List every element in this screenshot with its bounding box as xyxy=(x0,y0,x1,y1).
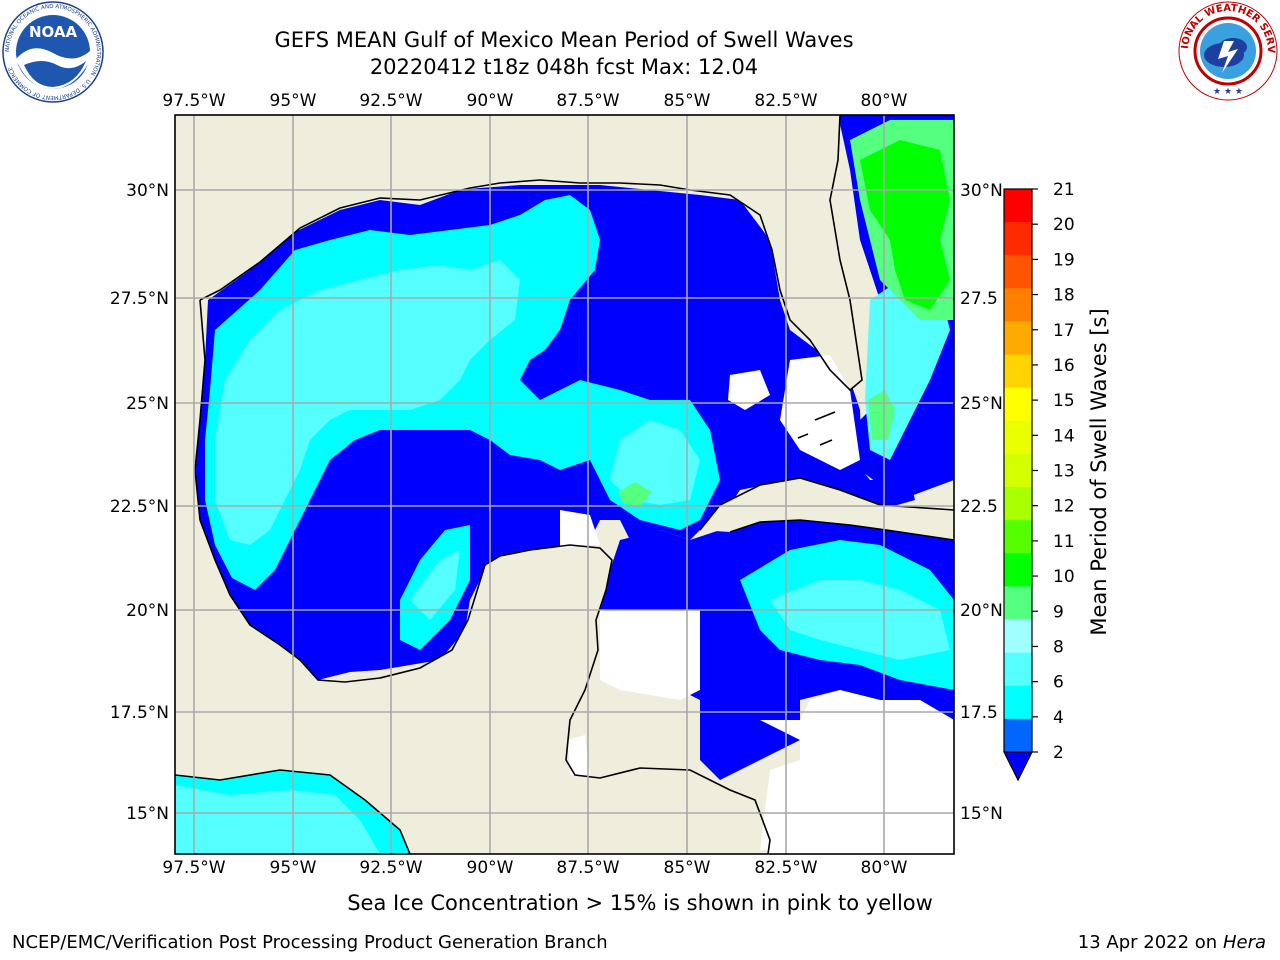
colorbar: 21 20 19 18 17 16 15 14 13 12 11 10 9 8 6 4 2 xyxy=(1003,180,1075,782)
colorbar-tick-label: 6 xyxy=(1053,673,1064,693)
footer-host: Hera xyxy=(1222,932,1266,953)
colorbar-segment xyxy=(1004,718,1032,753)
longitude-label-bottom: 85°W xyxy=(664,858,711,878)
colorbar-tick-label: 4 xyxy=(1053,708,1064,728)
colorbar-segment xyxy=(1004,453,1032,488)
caribbean-water-6-8 xyxy=(770,580,950,660)
longitude-label-bottom: 92.5°W xyxy=(359,858,422,878)
colorbar-segment xyxy=(1004,255,1032,289)
latitude-label-right: 20°N xyxy=(960,601,1003,621)
colorbar-segment xyxy=(1004,354,1032,389)
colorbar-segment xyxy=(1004,420,1032,455)
colorbar-extension xyxy=(1003,751,1033,782)
longitude-label-bottom: 82.5°W xyxy=(754,858,817,878)
pacific-water-6-8 xyxy=(175,785,380,854)
svg-text:★ ★ ★: ★ ★ ★ xyxy=(1213,87,1243,97)
colorbar-tick-label: 10 xyxy=(1053,567,1075,587)
colorbar-segment xyxy=(1004,487,1032,521)
colorbar-tick-label: 8 xyxy=(1053,637,1064,657)
footer-credit: NCEP/EMC/Verification Post Processing Pr… xyxy=(12,932,608,953)
colorbar-tick-label: 21 xyxy=(1053,180,1075,200)
colorbar-tick-label: 19 xyxy=(1053,250,1075,270)
colorbar-label: Mean Period of Swell Waves [s] xyxy=(1087,308,1111,635)
colorbar-segment xyxy=(1004,619,1032,654)
yucatan-land xyxy=(330,545,770,854)
longitude-label-top: 82.5°W xyxy=(754,91,817,111)
colorbar-tick-label: 14 xyxy=(1053,426,1075,446)
colorbar-segment xyxy=(1004,553,1032,587)
longitude-label-top: 85°W xyxy=(664,91,711,111)
nws-logo: NATIONAL WEATHER SERVICE ★ ★ ★ xyxy=(1178,1,1278,101)
colorbar-segment xyxy=(1004,189,1032,223)
longitude-label-top: 92.5°W xyxy=(359,91,422,111)
longitude-label-top: 97.5°W xyxy=(162,91,225,111)
atlantic-water-10-11 xyxy=(860,140,950,310)
graticule xyxy=(175,115,954,854)
map-frame xyxy=(174,114,955,855)
latitude-label-left: 25°N xyxy=(126,394,169,414)
colorbar-tick-label: 17 xyxy=(1053,321,1075,341)
colorbar-tick-label: 20 xyxy=(1053,215,1075,235)
longitude-labels-bottom: 97.5°W 95°W 92.5°W 90°W 87.5°W 85°W 82.5°W 80°W xyxy=(162,858,907,878)
latitude-label-left: 30°N xyxy=(126,181,169,201)
colorbar-tick-label: 18 xyxy=(1053,286,1075,306)
latitude-labels-left: 30°N 27.5°N 25°N 22.5°N 20°N 17.5°N 15°N xyxy=(110,181,169,824)
colorbar-segment xyxy=(1004,387,1032,422)
colorbar-segment xyxy=(1004,652,1032,687)
latitude-label-left: 22.5°N xyxy=(110,497,169,517)
colorbar-tick-label: 2 xyxy=(1053,743,1064,763)
latitude-label-right: 27.5 xyxy=(960,289,998,309)
colorbar-segment xyxy=(1004,288,1032,322)
colorbar-tick-label: 15 xyxy=(1053,391,1075,411)
colorbar-tick-label: 16 xyxy=(1053,356,1075,376)
latitude-label-left: 20°N xyxy=(126,601,169,621)
colorbar-tick-label: 13 xyxy=(1053,462,1075,482)
latitude-label-right: 22.5 xyxy=(960,497,998,517)
sea-ice-note: Sea Ice Concentration > 15% is shown in … xyxy=(347,891,933,915)
colorbar-tick-label: 12 xyxy=(1053,497,1075,517)
map-plot-area xyxy=(175,115,954,854)
noaa-logo-text: NOAA xyxy=(29,23,78,41)
map-title: GEFS MEAN Gulf of Mexico Mean Period of … xyxy=(274,28,854,52)
longitude-label-bottom: 97.5°W xyxy=(162,858,225,878)
latitude-label-right: 15°N xyxy=(960,804,1003,824)
latitude-label-left: 17.5°N xyxy=(110,703,169,723)
footer-date: 13 Apr 2022 on Hera xyxy=(1077,932,1266,953)
longitude-label-bottom: 95°W xyxy=(270,858,317,878)
latitude-label-right: 17.5 xyxy=(960,703,998,723)
longitude-label-bottom: 80°W xyxy=(861,858,908,878)
longitude-label-bottom: 90°W xyxy=(467,858,514,878)
coastline xyxy=(175,115,954,854)
mexico-land xyxy=(175,300,330,780)
colorbar-segment xyxy=(1004,586,1032,621)
map-subtitle-run: 20220412 t18z 048h fcst Max: 12.04 xyxy=(369,55,759,79)
no-data-holes xyxy=(560,355,954,850)
colorbar-segment xyxy=(1004,685,1032,720)
colorbar-segment xyxy=(1004,520,1032,554)
colorbar-segment xyxy=(1004,222,1032,256)
colorbar-tick-label: 9 xyxy=(1053,602,1064,622)
colorbar-tick-label: 11 xyxy=(1053,532,1075,552)
campeche-water-6-8 xyxy=(410,550,460,620)
yucatan-green-spot xyxy=(618,482,652,506)
noaa-logo: NOAA NATIONAL OCEANIC AND ATMOSPHERIC AD… xyxy=(2,1,104,103)
latitude-label-right: 30°N xyxy=(960,181,1003,201)
us-gulf-coast-land xyxy=(175,115,862,390)
longitude-labels-top: 97.5°W 95°W 92.5°W 90°W 87.5°W 85°W 82.5°W 80°W xyxy=(162,91,907,111)
longitude-label-top: 80°W xyxy=(861,91,908,111)
latitude-label-left: 15°N xyxy=(126,804,169,824)
longitude-label-top: 87.5°W xyxy=(556,91,619,111)
latitude-label-left: 27.5°N xyxy=(110,289,169,309)
cuba-land xyxy=(700,478,954,540)
colorbar-segment xyxy=(1004,321,1032,356)
latitude-label-right: 25°N xyxy=(960,394,1003,414)
longitude-label-bottom: 87.5°W xyxy=(556,858,619,878)
longitude-label-top: 90°W xyxy=(467,91,514,111)
longitude-label-top: 95°W xyxy=(270,91,317,111)
latitude-labels-right: 30°N 27.5 25°N 22.5 20°N 17.5 15°N xyxy=(960,181,1003,824)
